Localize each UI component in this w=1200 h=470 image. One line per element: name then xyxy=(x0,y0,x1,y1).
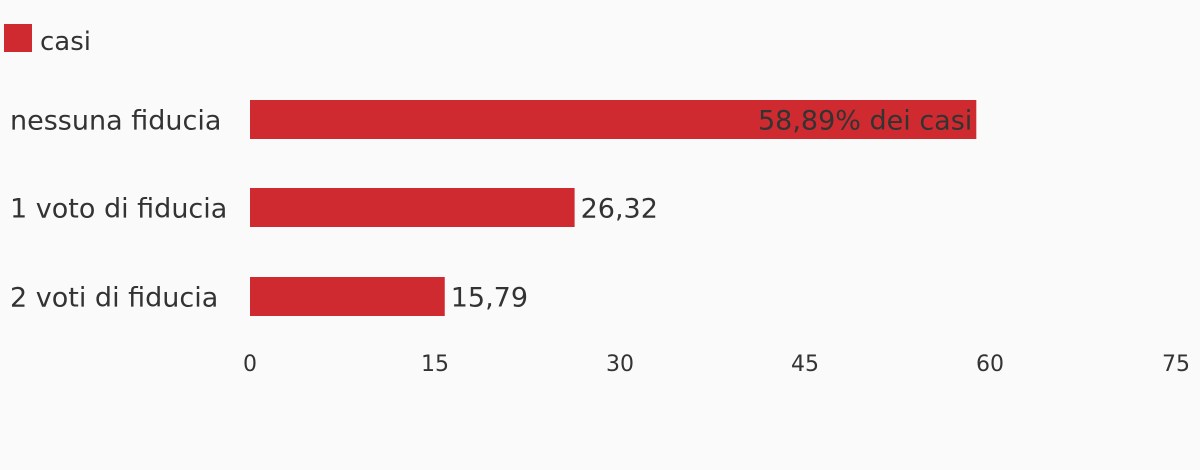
bar xyxy=(250,100,977,139)
data-label: 58,89% dei casi xyxy=(758,106,972,137)
x-axis: 0 15 30 45 60 75 xyxy=(243,352,1190,377)
x-tick-label: 75 xyxy=(1162,352,1190,377)
category-labels: nessuna fiducia 1 voto di fiducia 2 voti d… xyxy=(10,106,227,314)
x-tick-label: 30 xyxy=(606,352,634,377)
bar xyxy=(250,188,575,227)
data-label: 15,79 xyxy=(451,283,528,314)
legend-label: casi xyxy=(40,27,91,57)
value-labels: 58,89% dei casi 26,32 15,79 xyxy=(451,106,973,314)
bars xyxy=(250,100,977,316)
x-tick-label: 0 xyxy=(243,352,257,377)
data-label: 26,32 xyxy=(581,194,658,225)
category-label: 2 voti di fiducia xyxy=(10,283,218,314)
x-tick-label: 15 xyxy=(421,352,449,377)
category-label: 1 voto di fiducia xyxy=(10,194,227,225)
x-tick-label: 45 xyxy=(791,352,819,377)
x-tick-label: 60 xyxy=(976,352,1004,377)
legend: casi xyxy=(4,24,91,57)
legend-swatch xyxy=(4,24,32,52)
category-label: nessuna fiducia xyxy=(10,106,221,137)
bar xyxy=(250,277,445,316)
